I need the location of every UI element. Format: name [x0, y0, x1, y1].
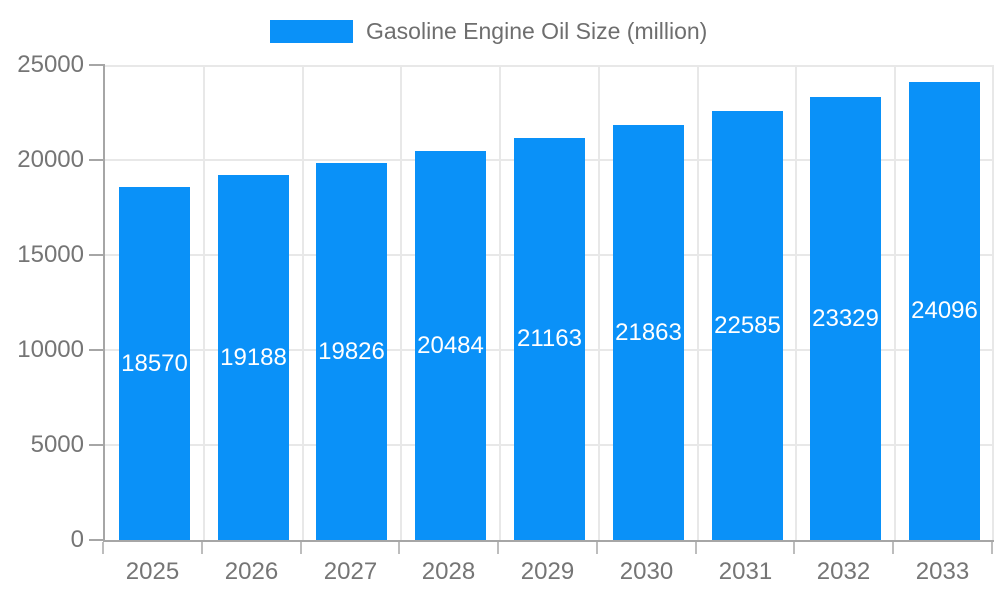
bar-value-label: 18570	[121, 350, 188, 377]
legend: Gasoline Engine Oil Size (million)	[270, 14, 707, 48]
gridline-vertical	[499, 65, 502, 540]
gridline-vertical	[992, 65, 994, 540]
bar	[218, 175, 289, 540]
x-axis-tick	[595, 542, 598, 554]
bar-value-label: 21863	[615, 319, 682, 346]
bar-value-label: 22585	[714, 312, 781, 339]
x-axis-tick-label: 2029	[520, 558, 575, 585]
bar	[119, 187, 190, 540]
x-axis-tick	[299, 542, 302, 554]
x-axis-tick	[892, 542, 895, 554]
bar-value-label: 24096	[911, 297, 978, 324]
y-axis-tick	[89, 64, 105, 66]
gridline-vertical	[696, 65, 699, 540]
bar	[415, 151, 486, 540]
y-axis-tick-label: 20000	[17, 146, 84, 173]
gridline-vertical	[597, 65, 600, 540]
gridline-vertical	[301, 65, 304, 540]
x-axis-tick	[398, 542, 401, 554]
bar	[810, 97, 881, 540]
y-axis-tick-label: 25000	[17, 51, 84, 78]
y-axis-tick-label: 15000	[17, 241, 84, 268]
x-axis-tick-label: 2027	[323, 558, 378, 585]
bar	[613, 125, 684, 540]
legend-swatch	[270, 19, 353, 43]
y-axis-tick-label: 10000	[17, 336, 84, 363]
gridline-vertical	[400, 65, 403, 540]
plot-area: 18570 19188 19826 20484 21163 21863 22585 23329…	[103, 65, 994, 542]
x-axis-tick	[991, 542, 993, 554]
x-axis-tick-label: 2026	[224, 558, 279, 585]
y-axis-tick-label: 0	[70, 526, 84, 553]
x-axis-tick	[102, 542, 104, 554]
gridline-vertical	[894, 65, 897, 540]
x-axis-tick	[793, 542, 796, 554]
y-axis-tick	[89, 539, 105, 541]
x-axis-tick-label: 2032	[816, 558, 871, 585]
y-axis-tick	[89, 254, 105, 256]
bar	[712, 111, 783, 540]
x-axis-tick-label: 2028	[421, 558, 476, 585]
bar-value-label: 19826	[318, 338, 385, 365]
bar-value-label: 19188	[220, 344, 287, 371]
bar-value-label: 20484	[417, 332, 484, 359]
gridline-horizontal	[105, 65, 994, 67]
y-axis-tick	[89, 444, 105, 446]
bar	[514, 138, 585, 540]
y-axis-tick-label: 5000	[30, 431, 84, 458]
y-axis-tick	[89, 349, 105, 351]
legend-label: Gasoline Engine Oil Size (million)	[366, 17, 708, 44]
x-axis-tick	[694, 542, 697, 554]
gridline-vertical	[795, 65, 798, 540]
bar	[909, 82, 980, 540]
x-axis-tick-label: 2031	[718, 558, 773, 585]
x-axis-tick	[200, 542, 203, 554]
bar-value-label: 21163	[517, 325, 582, 352]
x-axis-tick-label: 2033	[915, 558, 970, 585]
x-axis-tick-label: 2025	[125, 558, 180, 585]
y-axis-tick	[89, 159, 105, 161]
bar-value-label: 23329	[812, 305, 879, 332]
x-axis-tick	[497, 542, 500, 554]
x-axis-tick-label: 2030	[619, 558, 674, 585]
bar	[316, 163, 387, 540]
gridline-vertical	[202, 65, 205, 540]
